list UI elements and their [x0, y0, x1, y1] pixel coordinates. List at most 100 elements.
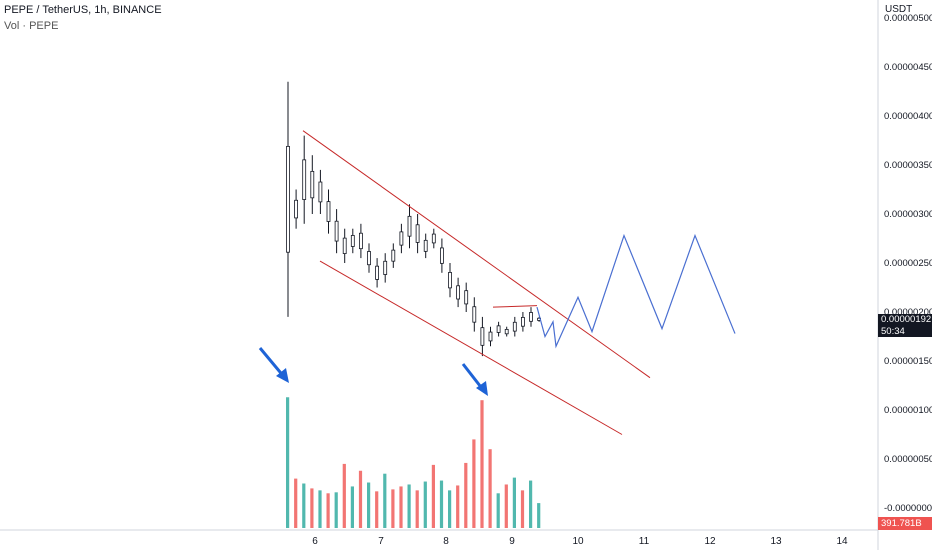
y-tick-label: 0.00000450 [884, 62, 932, 73]
volume-bar [464, 462, 468, 528]
candle-body [512, 321, 517, 332]
volume-bar [375, 491, 379, 528]
y-tick-label: 0.00000500 [884, 13, 932, 24]
candle-body [350, 235, 355, 247]
projection-path[interactable] [536, 233, 736, 349]
candle-body [334, 220, 339, 242]
candle-body [423, 239, 428, 252]
volume-bar [334, 492, 338, 528]
volume-bar [358, 470, 363, 528]
x-tick-label: 6 [312, 536, 318, 547]
candle-body [431, 233, 436, 244]
y-tick-label: 0.00000050 [884, 454, 932, 465]
candlesticks [286, 81, 541, 357]
candle-body [294, 199, 299, 219]
candle-body [480, 327, 485, 346]
symbol-legend[interactable]: PEPE / TetherUS, 1h, BINANCE [4, 4, 162, 16]
price-axis[interactable]: 0.00000500 0.00000450 0.00000400 0.00000350… [884, 13, 932, 514]
volume-bar [342, 463, 346, 528]
y-tick-label: 0.00000250 [884, 258, 932, 269]
volume-bar [423, 481, 427, 528]
candle-body [302, 159, 307, 200]
volume-bar [431, 464, 435, 528]
candle-body [529, 312, 533, 322]
volume-bar [504, 484, 508, 528]
bar-countdown-tag: 50:34 [878, 326, 932, 337]
volume-bar [391, 489, 395, 528]
volume-value-tag: 391.781B [878, 517, 932, 530]
y-tick-label: 0.00000100 [884, 405, 932, 416]
candle-body [310, 170, 315, 199]
volume-bar [294, 478, 298, 528]
volume-bars [286, 397, 541, 528]
volume-bar [488, 449, 492, 528]
x-tick-label: 10 [572, 536, 584, 547]
last-price-tag: 0.00000192 [878, 314, 932, 326]
candle-body [488, 331, 493, 342]
candle-body [326, 201, 331, 222]
volume-bar [448, 490, 452, 528]
volume-bar [415, 490, 419, 528]
volume-bar [310, 488, 314, 528]
y-tick-label: 0.00000300 [884, 209, 932, 220]
volume-bar [407, 484, 411, 528]
y-tick-label: 0.00000150 [884, 356, 932, 367]
candle-body [391, 249, 396, 262]
candle-body [448, 272, 452, 289]
breakout-level-line[interactable] [492, 305, 538, 308]
candle-body [286, 145, 290, 253]
volume-bar [512, 477, 516, 528]
channel-lower-line[interactable] [319, 260, 623, 435]
candle-body [358, 232, 363, 250]
y-tick-label: 0.00000400 [884, 111, 932, 122]
candle-body [415, 224, 420, 243]
volume-bar [480, 400, 484, 528]
volume-bar [399, 486, 403, 528]
x-tick-label: 12 [704, 536, 716, 547]
volume-bar [496, 493, 500, 528]
volume-bar [439, 480, 444, 528]
volume-bar [529, 480, 533, 528]
x-tick-label: 7 [378, 536, 384, 547]
x-tick-label: 13 [770, 536, 782, 547]
arrow-icon [258, 347, 289, 383]
volume-bar [302, 483, 306, 528]
arrow-icon [461, 363, 488, 396]
candle-body [375, 265, 380, 280]
x-tick-label: 14 [836, 536, 848, 547]
volume-bar [520, 490, 525, 528]
candle-body [464, 290, 469, 305]
volume-bar [472, 439, 476, 528]
candle-body [456, 285, 461, 300]
candle-body [383, 260, 388, 275]
volume-bar [537, 503, 541, 528]
volume-bar [326, 493, 330, 528]
x-tick-label: 8 [443, 536, 449, 547]
channel-upper-line[interactable] [302, 130, 651, 379]
y-tick-label: -0.00000000 [884, 503, 932, 514]
candle-body [496, 325, 501, 333]
candle-body [407, 215, 412, 237]
candle-body [318, 181, 323, 203]
volume-bar [318, 490, 322, 528]
candle-body [504, 328, 509, 335]
price-axis-unit: USDT [885, 4, 913, 15]
candle-body [521, 316, 525, 327]
volume-bar [286, 397, 290, 528]
volume-bar [350, 486, 354, 528]
drawings-layer[interactable] [258, 130, 736, 435]
volume-bar [367, 482, 371, 528]
x-tick-label: 9 [509, 536, 515, 547]
candle-body [367, 251, 371, 266]
candle-body [472, 306, 477, 323]
candle-body [342, 237, 347, 254]
x-tick-label: 11 [639, 536, 650, 547]
candle-body [399, 231, 404, 246]
volume-bar [383, 473, 387, 528]
volume-legend[interactable]: Vol · PEPE [4, 20, 59, 32]
y-tick-label: 0.00000200 [884, 307, 932, 318]
y-tick-label: 0.00000350 [884, 160, 932, 171]
time-axis[interactable]: 6 7 8 9 10 11 12 13 14 [312, 536, 848, 547]
volume-bar [456, 485, 460, 528]
